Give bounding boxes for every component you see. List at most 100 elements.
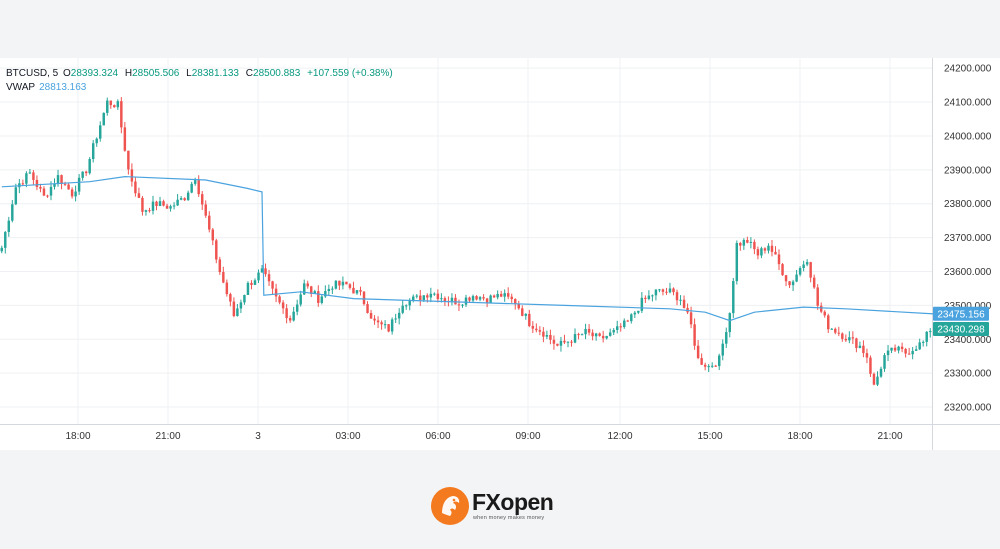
x-tick-label: 06:00 xyxy=(425,431,450,442)
candle-body xyxy=(587,328,591,333)
candle-body xyxy=(556,343,559,346)
candle-body xyxy=(369,312,373,319)
candle-body xyxy=(246,282,250,296)
candle-body xyxy=(193,180,197,184)
candle-body xyxy=(756,249,760,256)
candle-body xyxy=(218,259,222,273)
candle-body xyxy=(355,290,359,294)
candle-body xyxy=(545,335,549,337)
candle-body xyxy=(165,205,169,209)
candle-body xyxy=(714,365,717,367)
close-value: 28500.883 xyxy=(253,68,301,79)
candle-body xyxy=(911,350,914,355)
chart-panel[interactable]: 24200.000 24100.000 24000.000 23900.000 2380… xyxy=(0,58,1000,450)
candle-body xyxy=(292,311,295,321)
candle-body xyxy=(320,296,324,303)
candle-body xyxy=(925,331,928,342)
candle-body xyxy=(563,340,566,343)
candle-body xyxy=(471,296,475,301)
candle-body xyxy=(380,322,383,325)
candle-body xyxy=(890,347,893,351)
candle-body xyxy=(99,125,102,139)
candle-body xyxy=(436,293,440,300)
candle-body xyxy=(327,288,331,292)
candle-body xyxy=(334,280,338,289)
candle-body xyxy=(812,277,816,288)
candle-body xyxy=(127,150,130,170)
candle-body xyxy=(862,345,865,354)
candle-body xyxy=(496,293,499,298)
vwap-label[interactable]: VWAP xyxy=(6,82,36,93)
candle-body xyxy=(777,254,781,265)
open-label: O xyxy=(63,68,71,79)
candle-body xyxy=(615,326,619,330)
candle-body xyxy=(623,320,626,328)
candle-body xyxy=(675,292,679,301)
candle-body xyxy=(348,284,352,288)
candle-body xyxy=(158,201,162,207)
candle-body xyxy=(109,100,113,106)
candle-body xyxy=(514,299,517,305)
candle-body xyxy=(566,341,570,343)
candle-body xyxy=(630,314,633,322)
candle-body xyxy=(77,177,81,192)
candle-body xyxy=(278,296,281,303)
candle-body xyxy=(429,293,433,298)
candle-body xyxy=(795,274,798,282)
candle-body xyxy=(654,289,658,296)
candle-body xyxy=(232,301,236,316)
candle-body xyxy=(281,302,285,309)
candle-body xyxy=(781,264,784,276)
candle-body xyxy=(559,340,563,346)
candle-body xyxy=(482,297,485,299)
candle-body xyxy=(647,295,651,299)
symbol-label[interactable]: BTCUSD, 5 xyxy=(6,68,59,79)
candle-body xyxy=(39,186,42,189)
candle-body xyxy=(619,326,622,328)
candle-body xyxy=(134,181,137,194)
vwap-value: 28813.163 xyxy=(39,82,87,93)
candle-body xyxy=(362,291,366,305)
candle-body xyxy=(285,308,288,319)
fxopen-lion-icon xyxy=(431,487,469,525)
x-tick-label: 03:00 xyxy=(335,431,360,442)
candle-body xyxy=(60,175,63,184)
candle-body xyxy=(770,245,774,252)
candle-body xyxy=(809,262,812,278)
candle-body xyxy=(841,333,844,339)
candle-body xyxy=(672,288,675,293)
candle-body xyxy=(883,355,886,369)
candle-body xyxy=(257,272,260,281)
candle-body xyxy=(123,127,127,151)
candle-body xyxy=(767,245,770,251)
candle-body xyxy=(549,335,552,340)
candle-body xyxy=(408,299,411,306)
candle-body xyxy=(517,304,520,309)
y-tick-label: 24100.000 xyxy=(944,98,992,109)
high-value: 28505.506 xyxy=(132,68,180,79)
candle-body xyxy=(848,337,851,341)
candle-body xyxy=(67,184,70,190)
candle-body xyxy=(552,339,556,344)
candle-body xyxy=(148,210,151,212)
candle-body xyxy=(914,349,918,351)
candle-body xyxy=(28,172,32,174)
candle-body xyxy=(412,296,415,300)
candle-body xyxy=(468,297,471,301)
candle-body xyxy=(823,311,826,316)
candle-body xyxy=(886,350,890,356)
candle-body xyxy=(222,272,225,283)
candle-body xyxy=(900,346,904,350)
candle-body xyxy=(651,295,654,297)
candle-body xyxy=(25,173,28,184)
candle-body xyxy=(774,251,777,255)
candle-body xyxy=(876,376,879,385)
x-tick-label: 12:00 xyxy=(607,431,632,442)
price-label-box xyxy=(933,322,989,337)
candle-body xyxy=(503,293,506,297)
candle-body xyxy=(879,368,883,377)
candle-body xyxy=(753,241,756,250)
candle-body xyxy=(440,298,443,300)
candlestick-chart[interactable]: 24200.000 24100.000 24000.000 23900.000 2380… xyxy=(0,58,1000,450)
candle-body xyxy=(264,268,267,275)
